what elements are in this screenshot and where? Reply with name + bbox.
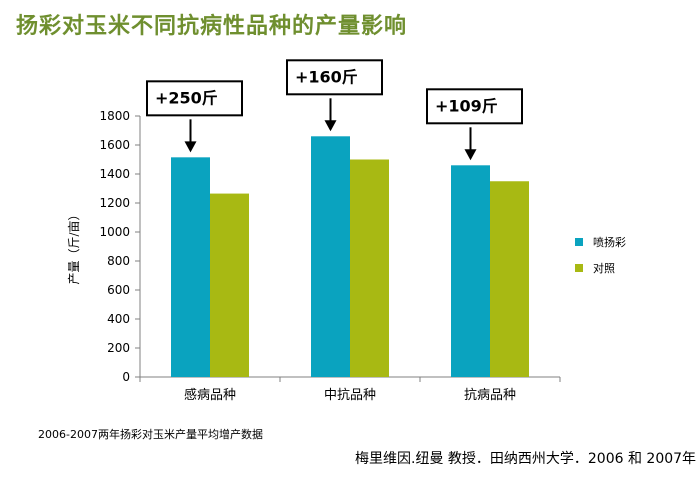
callout-arrow-head xyxy=(324,120,337,132)
x-category-label: 感病品种 xyxy=(184,387,236,403)
bar-control xyxy=(350,159,389,377)
callout-label: +160斤 xyxy=(295,67,358,86)
y-tick-label: 800 xyxy=(107,254,130,268)
legend-swatch xyxy=(575,264,583,272)
callout-label: +109斤 xyxy=(435,96,498,115)
callout-arrow-head xyxy=(184,141,197,153)
bar-treated xyxy=(311,136,350,377)
callout-box xyxy=(426,88,523,125)
legend-swatch xyxy=(575,238,583,246)
bar-treated xyxy=(451,165,490,377)
legend-label: 对照 xyxy=(593,261,615,275)
y-axis-label: 产量（斤/亩） xyxy=(66,208,81,284)
bar-control xyxy=(490,181,529,377)
source-footnote: 梅里维因.纽曼 教授．田纳西州大学．2006 和 2007年 xyxy=(355,451,697,467)
page-title: 扬彩对玉米不同抗病性品种的产量影响 xyxy=(16,13,408,39)
callout-label: +250斤 xyxy=(155,88,218,107)
y-tick-label: 1600 xyxy=(99,138,130,152)
legend-label: 喷扬彩 xyxy=(593,235,626,249)
y-tick-label: 200 xyxy=(107,341,130,355)
callout-box xyxy=(286,59,383,96)
callout-box xyxy=(146,80,243,117)
callout-arrow-head xyxy=(464,149,477,161)
y-tick-label: 0 xyxy=(122,370,130,384)
y-tick-label: 400 xyxy=(107,312,130,326)
data-footnote: 2006-2007两年扬彩对玉米产量平均增产数据 xyxy=(38,428,263,441)
bar-treated xyxy=(171,157,210,377)
x-category-label: 中抗品种 xyxy=(324,388,376,403)
y-tick-label: 1000 xyxy=(99,225,130,239)
x-category-label: 抗病品种 xyxy=(464,388,516,403)
y-tick-label: 1400 xyxy=(99,167,130,181)
y-tick-label: 600 xyxy=(107,283,130,297)
y-tick-label: 1200 xyxy=(99,196,130,210)
y-tick-label: 1800 xyxy=(99,109,130,123)
bar-control xyxy=(210,193,249,377)
